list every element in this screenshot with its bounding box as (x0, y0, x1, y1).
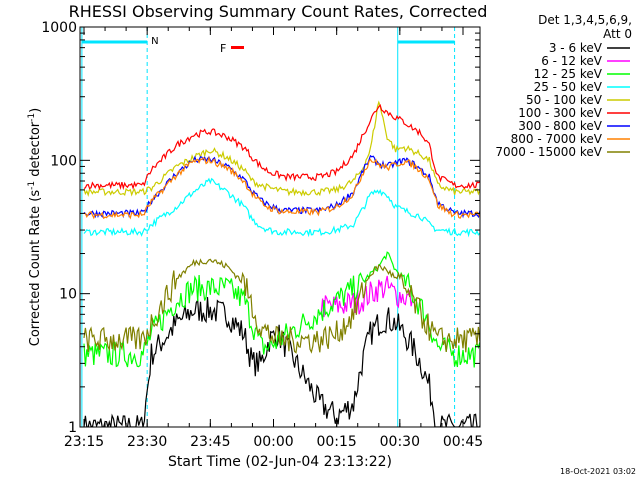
series-line-2 (83, 251, 480, 368)
x-axis-label: Start Time (02-Jun-04 23:13:22) (168, 454, 392, 470)
legend-label-4: 50 - 100 keV (526, 93, 603, 107)
chart-title: RHESSI Observing Summary Count Rates, Co… (69, 2, 488, 21)
series-line-7 (83, 155, 480, 220)
legend-label-5: 100 - 300 keV (518, 106, 602, 120)
series-line-5 (83, 104, 480, 191)
x-tick-label: 23:15 (64, 434, 104, 450)
legend-header-1: Det 1,3,4,5,6,9, (538, 13, 632, 27)
series-line-3 (83, 177, 480, 238)
legend-label-7: 800 - 7000 keV (511, 132, 603, 146)
timestamp: 18-Oct-2021 03:02 (560, 467, 636, 476)
series-line-8 (83, 258, 480, 354)
flare-flag-bar (231, 46, 244, 49)
x-tick-label: 00:45 (443, 434, 483, 450)
x-tick-label: 00:00 (253, 434, 293, 450)
night-label: N (151, 36, 158, 47)
legend-label-1: 6 - 12 keV (541, 54, 603, 68)
flare-flag-label: F (220, 42, 226, 55)
legend-label-0: 3 - 6 keV (549, 41, 603, 55)
legend-header-2: Att 0 (603, 27, 632, 41)
x-tick-label: 00:30 (380, 434, 420, 450)
y-tick-label: 10 (59, 287, 77, 303)
y-tick-label: 1 (68, 420, 77, 436)
x-tick-label: 23:30 (127, 434, 167, 450)
plot-frame (79, 26, 481, 428)
y-axis-label: Corrected Count Rate (s-1 detector-1) (27, 108, 43, 346)
y-tick-label: 1000 (41, 20, 77, 36)
legend-label-2: 12 - 25 keV (534, 67, 603, 81)
legend-label-6: 300 - 800 keV (518, 119, 602, 133)
series-line-0 (83, 297, 480, 427)
legend-label-8: 7000 - 15000 keV (495, 145, 602, 159)
series-line-4 (83, 100, 480, 198)
x-tick-label: 00:15 (316, 434, 356, 450)
y-tick-label: 100 (50, 153, 77, 169)
x-tick-label: 23:45 (190, 434, 230, 450)
legend-label-3: 25 - 50 keV (534, 80, 603, 94)
